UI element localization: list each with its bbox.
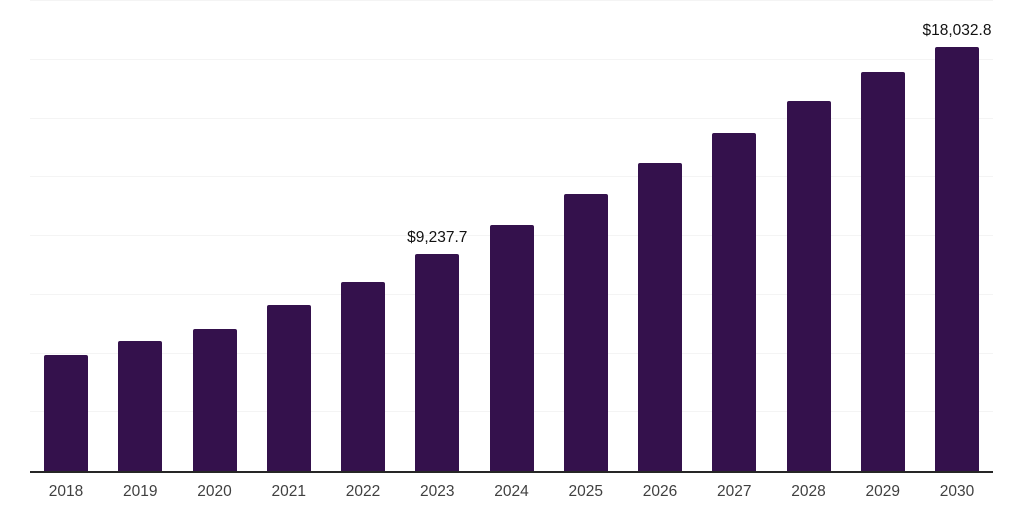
x-tick-2023: 2023 xyxy=(420,483,455,500)
bar-2029 xyxy=(860,71,905,471)
x-tick-2020: 2020 xyxy=(197,483,232,500)
bar-2020 xyxy=(192,328,237,471)
bar-2025 xyxy=(563,194,608,471)
x-tick-2024: 2024 xyxy=(494,483,529,500)
bar-2023: $9,237.7 xyxy=(407,229,467,471)
bars: $9,237.7 $18,032.8 xyxy=(30,1,993,471)
bar-value-label-2023: $9,237.7 xyxy=(407,228,468,246)
bar-2030: $18,032.8 xyxy=(923,22,991,471)
bar-2024 xyxy=(489,224,534,471)
gridline xyxy=(30,0,993,1)
bar-2021 xyxy=(266,304,311,471)
bar-value-label-2030: $18,032.8 xyxy=(922,22,992,40)
x-axis-labels: 2018 2019 2020 2021 2022 2023 2024 2025 2026 2027… xyxy=(30,483,993,501)
x-tick-2018: 2018 xyxy=(48,483,84,500)
bar-2026 xyxy=(638,162,682,471)
x-tick-2022: 2022 xyxy=(345,483,381,500)
gridline xyxy=(30,176,993,178)
gridline xyxy=(30,58,993,60)
x-tick-2030: 2030 xyxy=(939,483,975,500)
x-tick-2021: 2021 xyxy=(271,483,306,500)
x-tick-2029: 2029 xyxy=(865,483,900,500)
x-tick-2026: 2026 xyxy=(642,483,678,500)
x-tick-2027: 2027 xyxy=(717,483,752,500)
bar-2019 xyxy=(118,340,163,471)
bar-2028 xyxy=(786,100,831,471)
bar-2027 xyxy=(712,132,757,471)
x-tick-2028: 2028 xyxy=(791,483,826,500)
bar-2022 xyxy=(341,281,385,471)
bar-2018 xyxy=(44,354,88,471)
plot-area: $9,237.7 $18,032.8 xyxy=(30,0,993,473)
x-tick-2025: 2025 xyxy=(568,483,603,500)
gridline xyxy=(30,117,993,119)
x-tick-2019: 2019 xyxy=(123,483,158,500)
